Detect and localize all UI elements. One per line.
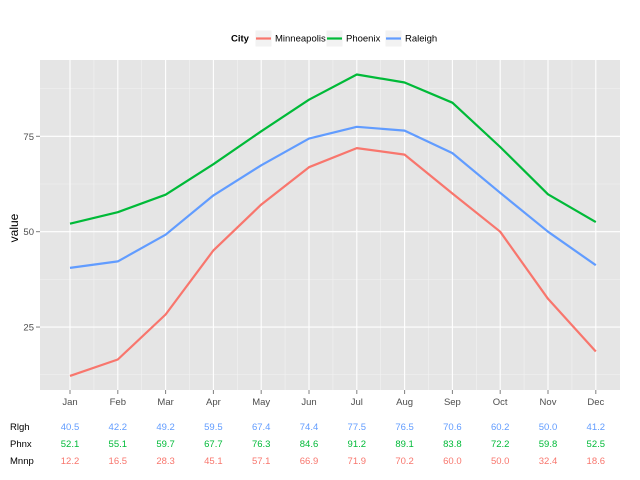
table-value: 91.2 (348, 439, 367, 450)
plot-panel (40, 60, 620, 390)
table-value: 60.2 (491, 422, 510, 433)
table-value: 52.1 (61, 439, 80, 450)
table-value: 55.1 (109, 439, 128, 450)
table-value: 50.0 (539, 422, 558, 433)
x-tick-label: Dec (587, 397, 604, 408)
table-value: 59.7 (156, 439, 175, 450)
table-value: 18.6 (587, 456, 606, 467)
table-value: 89.1 (395, 439, 414, 450)
x-tick-label: Sep (444, 397, 461, 408)
x-tick-label: Mar (157, 397, 173, 408)
value-table: Rlgh 40.5 42.2 49.2 59.5 67.4 74.4 77.5 76.5 70.6… (10, 422, 605, 467)
table-value: 41.2 (587, 422, 606, 433)
x-tick-label: May (252, 397, 270, 408)
legend: City Minneapolis Phoenix Raleigh (231, 29, 437, 48)
x-tick-label: Jan (62, 397, 77, 408)
table-value: 45.1 (204, 456, 223, 467)
table-value: 76.5 (395, 422, 414, 433)
table-row-label: Mnnp (10, 456, 34, 467)
table-value: 40.5 (61, 422, 80, 433)
x-tick-label: Jul (351, 397, 363, 408)
table-value: 66.9 (300, 456, 319, 467)
table-value: 12.2 (61, 456, 80, 467)
table-value: 74.4 (300, 422, 319, 433)
x-tick-label: Aug (396, 397, 413, 408)
series-line-raleigh (69, 125, 597, 269)
table-value: 70.2 (395, 456, 414, 467)
table-value: 84.6 (300, 439, 319, 450)
table-value: 70.6 (443, 422, 462, 433)
table-value: 42.2 (109, 422, 128, 433)
legend-label-raleigh: Raleigh (405, 34, 437, 45)
legend-label-minneapolis: Minneapolis (275, 34, 326, 45)
table-value: 50.0 (491, 456, 510, 467)
x-tick-label: Jun (301, 397, 316, 408)
table-row-label: Rlgh (10, 422, 30, 433)
major-gridlines (40, 60, 620, 390)
table-row-label: Phnx (10, 439, 32, 450)
table-value: 71.9 (348, 456, 367, 467)
table-value: 16.5 (109, 456, 128, 467)
x-axis-ticks: Jan Feb Mar Apr May Jun Jul Aug Sep Oct Nov Dec (62, 390, 604, 408)
table-value: 83.8 (443, 439, 462, 450)
legend-label-phoenix: Phoenix (346, 34, 381, 45)
y-tick-label: 25 (23, 323, 34, 334)
y-axis-title: value (7, 213, 21, 242)
x-tick-label: Feb (110, 397, 126, 408)
table-value: 49.2 (156, 422, 175, 433)
table-value: 77.5 (348, 422, 367, 433)
legend-title: City (231, 34, 250, 45)
table-value: 59.8 (539, 439, 558, 450)
table-value: 76.3 (252, 439, 271, 450)
series-line-minneapolis (69, 147, 597, 377)
x-tick-label: Oct (493, 397, 508, 408)
table-value: 57.1 (252, 456, 271, 467)
x-tick-label: Apr (206, 397, 221, 408)
table-value: 72.2 (491, 439, 510, 450)
table-value: 28.3 (156, 456, 175, 467)
x-tick-label: Nov (540, 397, 557, 408)
y-tick-label: 75 (23, 132, 34, 143)
series-lines (69, 73, 597, 377)
table-value: 67.7 (204, 439, 223, 450)
table-value: 32.4 (539, 456, 558, 467)
minor-gridlines (40, 60, 620, 390)
y-tick-label: 50 (23, 227, 34, 238)
table-value: 59.5 (204, 422, 223, 433)
table-value: 60.0 (443, 456, 462, 467)
table-value: 52.5 (587, 439, 606, 450)
y-axis-ticks: 25 50 75 (23, 132, 40, 334)
table-value: 67.4 (252, 422, 271, 433)
series-line-phoenix (69, 73, 597, 225)
